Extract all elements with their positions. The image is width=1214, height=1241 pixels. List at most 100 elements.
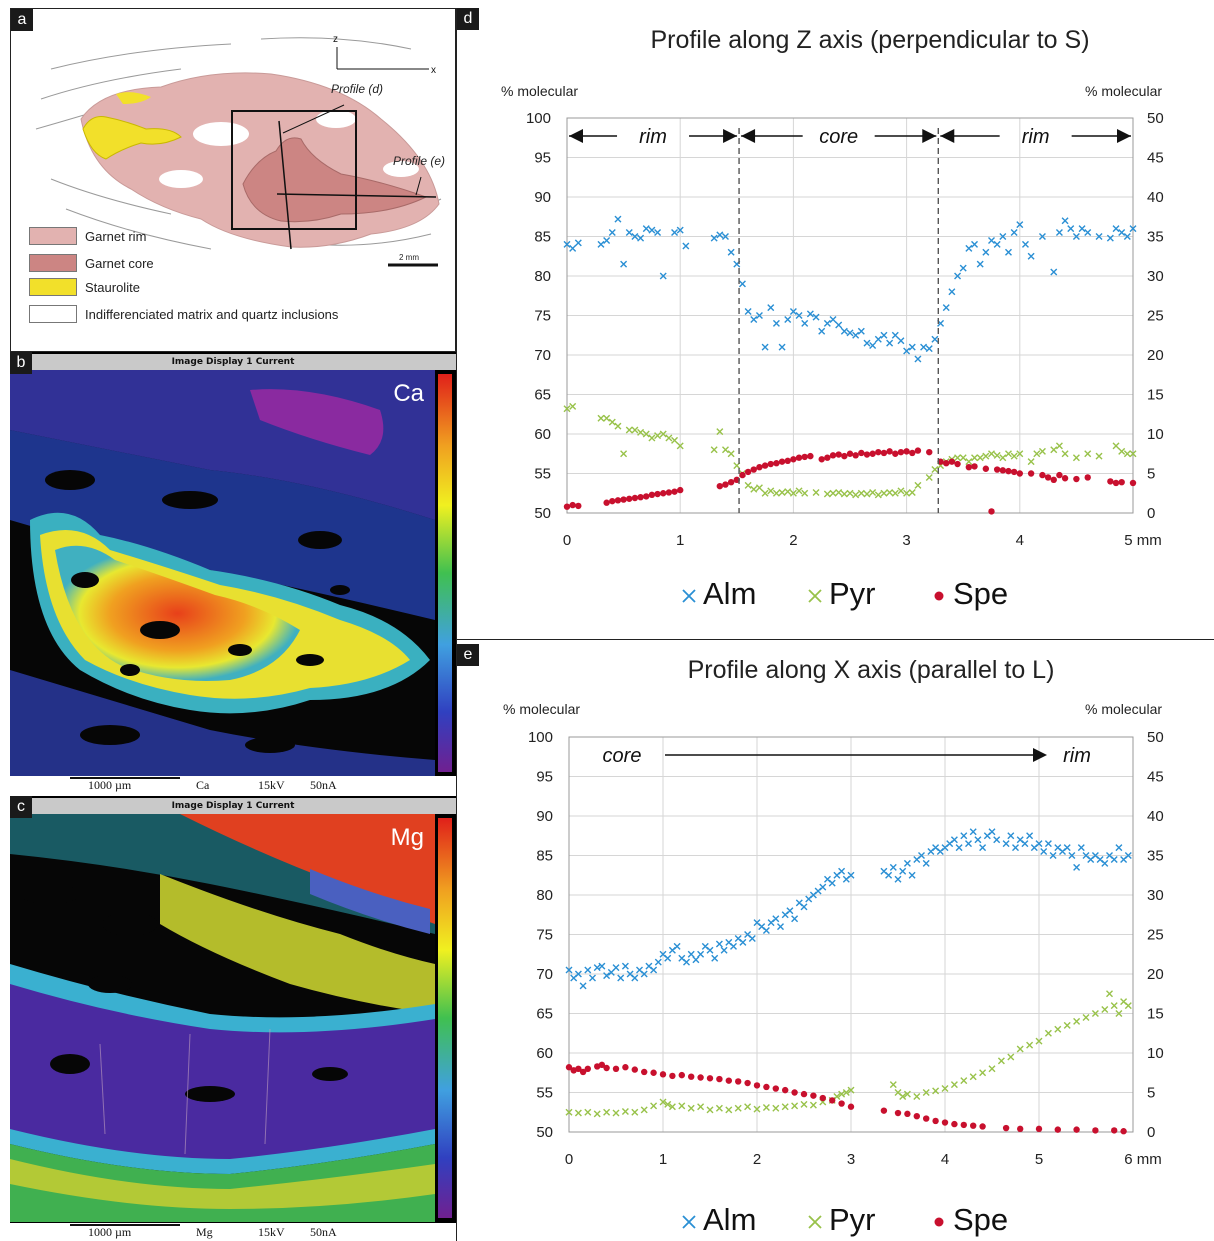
data-point-spe	[725, 1077, 732, 1084]
data-point-pyr	[1061, 450, 1069, 458]
data-point-alm	[598, 962, 606, 970]
garnet-core-shape	[242, 137, 428, 223]
data-point-spe	[1044, 474, 1052, 481]
x-tick-label: 3	[847, 1151, 855, 1168]
legend-label-pyr: Pyr	[829, 1202, 876, 1237]
data-point-alm	[1068, 852, 1076, 859]
data-point-pyr	[795, 487, 803, 495]
zone-label: rim	[1063, 745, 1091, 767]
data-point-alm	[1112, 225, 1120, 233]
data-point-pyr	[631, 1108, 639, 1116]
data-point-pyr	[1027, 458, 1035, 466]
data-point-spe	[852, 452, 859, 459]
profile-e-line	[276, 193, 437, 198]
data-point-spe	[926, 448, 933, 456]
data-point-alm	[908, 343, 916, 351]
data-point-pyr	[621, 1107, 629, 1115]
scale-label: 1000 µm	[88, 778, 132, 792]
data-point-spe	[650, 1069, 657, 1076]
data-point-pyr	[678, 1102, 686, 1110]
data-point-pyr	[753, 1105, 761, 1113]
x-tick-label: 5	[1035, 1151, 1043, 1168]
data-point-pyr	[1038, 447, 1046, 455]
data-point-alm	[682, 242, 690, 250]
data-point-alm	[755, 312, 763, 319]
data-point-pyr	[863, 490, 871, 498]
data-point-pyr	[781, 1103, 789, 1111]
x-tick-label: 5 mm	[1124, 532, 1162, 549]
data-point-pyr	[1054, 1025, 1062, 1033]
data-point-spe	[892, 450, 899, 457]
data-point-alm	[716, 231, 724, 239]
data-point-pyr	[1129, 450, 1137, 458]
data-point-alm	[818, 327, 826, 335]
data-point-pyr	[593, 1110, 601, 1118]
data-point-spe	[772, 1085, 779, 1092]
data-point-alm	[840, 327, 848, 335]
plot-frame	[568, 736, 1134, 1133]
data-point-spe	[909, 449, 916, 457]
legend-marker-alm	[682, 1215, 696, 1229]
data-point-spe	[913, 1113, 920, 1120]
data-point-pyr	[637, 428, 645, 436]
zone-arrow-head	[1117, 129, 1131, 143]
data-point-alm	[852, 331, 860, 339]
data-point-pyr	[767, 487, 775, 495]
data-point-spe	[579, 1068, 587, 1076]
scale-bar	[70, 1224, 180, 1226]
data-point-pyr	[1101, 1006, 1109, 1014]
data-point-spe	[660, 490, 667, 497]
data-point-spe	[795, 454, 803, 461]
element-label: Mg	[390, 824, 424, 851]
data-point-alm	[589, 974, 596, 982]
data-point-alm	[1115, 844, 1123, 852]
data-point-pyr	[1073, 1017, 1081, 1025]
data-point-alm	[637, 234, 645, 242]
data-point-pyr	[833, 1092, 841, 1100]
x-tick-label: 4	[1016, 532, 1024, 549]
data-point-alm	[920, 343, 928, 351]
data-point-alm	[1061, 217, 1069, 225]
data-point-alm	[969, 828, 977, 836]
color-scale-bar	[438, 818, 452, 1218]
data-point-alm	[1038, 233, 1046, 240]
data-point-spe	[622, 1064, 629, 1071]
data-point-alm	[925, 345, 933, 353]
data-point-spe	[914, 447, 922, 454]
data-point-alm	[569, 244, 577, 252]
legend-marker-pyr	[808, 1215, 822, 1229]
data-point-spe	[971, 463, 978, 470]
data-point-alm	[1044, 840, 1052, 848]
data-point-spe	[744, 1079, 751, 1087]
data-point-spe	[1056, 471, 1063, 479]
data-point-pyr	[1055, 442, 1063, 450]
data-point-pyr	[899, 1092, 907, 1100]
data-point-spe	[767, 460, 774, 468]
legend-staurolite: Staurolite	[29, 277, 140, 297]
data-point-alm	[761, 343, 769, 351]
data-point-spe	[569, 501, 576, 509]
data-point-spe	[1035, 1125, 1043, 1133]
y-axis-label-left: % molecular	[503, 701, 580, 717]
y-tick-label-right: 45	[1147, 150, 1164, 167]
data-point-pyr	[829, 489, 837, 497]
data-point-alm	[846, 329, 854, 337]
data-point-spe	[677, 486, 684, 494]
data-point-pyr	[1004, 450, 1012, 458]
data-point-alm	[597, 240, 605, 248]
data-point-alm	[886, 339, 894, 347]
data-point-spe	[563, 503, 571, 510]
legend-label-alm: Alm	[703, 576, 756, 611]
data-point-pyr	[755, 484, 763, 492]
legend-label: Garnet rim	[85, 228, 147, 244]
data-point-alm	[976, 260, 984, 268]
data-point-pyr	[925, 473, 933, 481]
data-point-pyr	[772, 1104, 780, 1112]
data-point-spe	[1002, 1124, 1010, 1132]
y-tick-label-left: 55	[534, 466, 551, 483]
data-point-pyr	[988, 1065, 996, 1073]
y-tick-label-left: 70	[536, 966, 553, 983]
y-tick-label-left: 90	[536, 808, 553, 825]
y-tick-label-right: 15	[1147, 1006, 1164, 1023]
data-point-pyr	[979, 1069, 987, 1077]
